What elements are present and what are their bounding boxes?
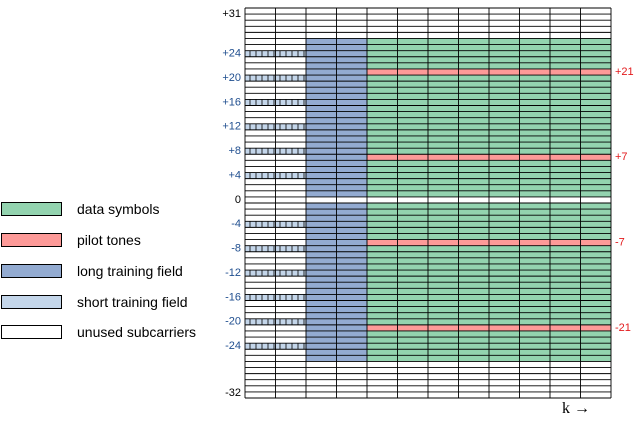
legend-swatch-data bbox=[1, 202, 62, 216]
left-subcarrier-label: +8 bbox=[228, 145, 241, 157]
legend-label-stf: short training field bbox=[77, 294, 188, 310]
left-subcarrier-label: +20 bbox=[222, 72, 241, 84]
legend-swatch-stf bbox=[1, 295, 62, 309]
legend-label-data: data symbols bbox=[77, 201, 160, 217]
legend-swatch-pilot bbox=[1, 233, 62, 247]
k-axis-label: k → bbox=[562, 400, 590, 417]
right-pilot-label: -21 bbox=[615, 322, 631, 334]
left-subcarrier-label: -4 bbox=[231, 218, 241, 230]
right-pilot-label: -7 bbox=[615, 237, 625, 249]
left-subcarrier-label: +4 bbox=[228, 169, 241, 181]
left-subcarrier-label: +24 bbox=[222, 48, 241, 60]
legend-swatch-ltf bbox=[1, 264, 62, 278]
right-pilot-label: +21 bbox=[615, 66, 634, 78]
left-subcarrier-label: +16 bbox=[222, 96, 241, 108]
right-pilot-label: +7 bbox=[615, 151, 628, 163]
legend-label-unused: unused subcarriers bbox=[77, 324, 197, 340]
legend-label-pilot: pilot tones bbox=[77, 232, 141, 248]
legend-label-ltf: long training field bbox=[77, 263, 183, 279]
left-subcarrier-label: +12 bbox=[222, 121, 241, 133]
left-subcarrier-label: -24 bbox=[225, 340, 241, 352]
left-subcarrier-label: -20 bbox=[225, 316, 241, 328]
left-subcarrier-label: -12 bbox=[225, 267, 241, 279]
left-subcarrier-label: -16 bbox=[225, 291, 241, 303]
bottom-label: -32 bbox=[225, 387, 241, 399]
left-subcarrier-label: 0 bbox=[235, 194, 241, 206]
legend-swatch-unused bbox=[1, 325, 62, 339]
top-label: +31 bbox=[222, 8, 241, 20]
left-subcarrier-label: -8 bbox=[231, 243, 241, 255]
